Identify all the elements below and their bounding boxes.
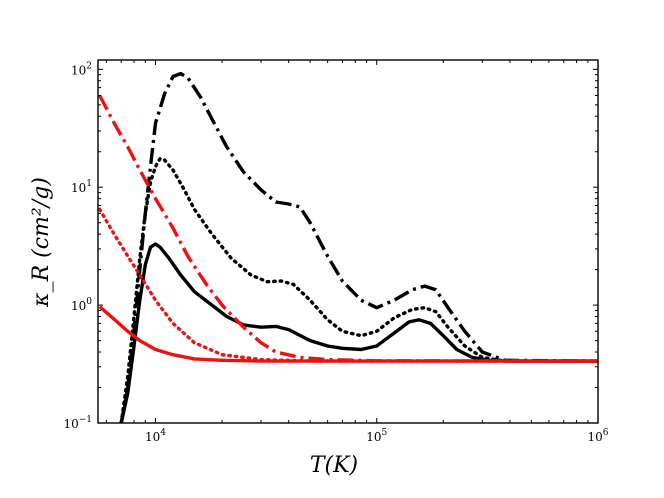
- x-axis-label: T(K): [310, 453, 358, 478]
- series-line-5-dotted: [98, 207, 598, 363]
- series-line-6-dashdot: [98, 94, 598, 363]
- y-tick-label: 100: [71, 297, 92, 313]
- y-tick-label: 102: [71, 61, 92, 77]
- series-line-2-dotted: [119, 156, 598, 423]
- series-line-4-solid: [98, 305, 598, 363]
- plot-frame: [97, 59, 599, 424]
- y-tick-label: 101: [71, 179, 92, 195]
- x-tick-label: 104: [145, 428, 166, 444]
- series-line-3-dashdot: [119, 71, 598, 423]
- x-tick-label: 106: [587, 428, 608, 444]
- ticks-layer: 104 105 106 10−1 100 101 102: [63, 60, 609, 444]
- series-line-1-solid: [119, 242, 598, 423]
- y-axis-label: κ_R (cm²/g): [29, 177, 54, 308]
- x-tick-label: 105: [366, 428, 387, 444]
- series-layer: [98, 71, 598, 423]
- y-tick-label: 10−1: [63, 415, 92, 431]
